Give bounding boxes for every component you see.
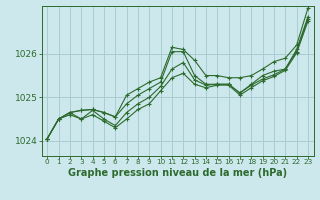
X-axis label: Graphe pression niveau de la mer (hPa): Graphe pression niveau de la mer (hPa) [68,168,287,178]
